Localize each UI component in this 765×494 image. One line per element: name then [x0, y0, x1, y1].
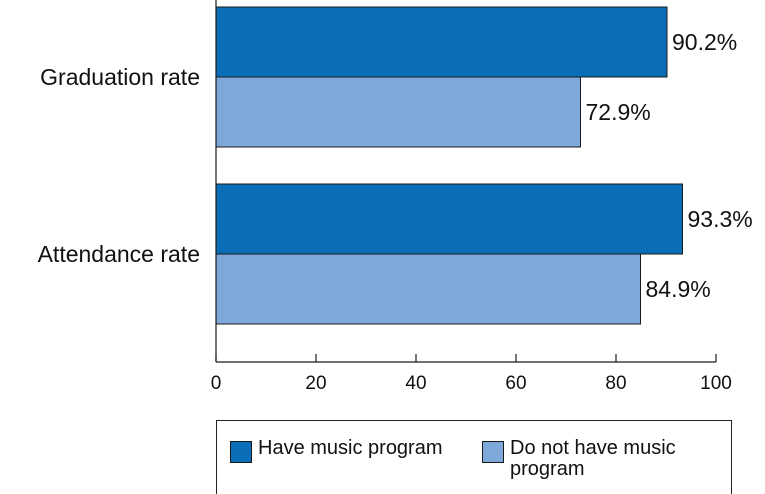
value-label: 72.9% [586, 99, 651, 125]
legend-swatch-have-music [230, 441, 252, 463]
bar-have-music-graduation [215, 6, 668, 78]
bar-no-music-attendance [215, 253, 641, 325]
x-tick-label: 100 [700, 373, 732, 394]
value-label: 84.9% [646, 276, 711, 302]
legend: Have music program Do not have music pro… [216, 420, 732, 494]
x-tick-label: 20 [305, 373, 326, 394]
x-tick-label: 80 [605, 373, 626, 394]
bar-no-music-graduation [215, 76, 581, 148]
category-labels-group: Graduation rate Attendance rate [38, 64, 200, 267]
value-labels-group: 90.2% 72.9% 93.3% 84.9% [586, 29, 753, 302]
value-label: 90.2% [672, 29, 737, 55]
category-label-graduation: Graduation rate [40, 64, 200, 90]
legend-label-have-music: Have music program [258, 437, 443, 459]
x-tick-label: 60 [505, 373, 526, 394]
x-tick-label: 40 [405, 373, 426, 394]
value-label: 93.3% [688, 206, 753, 232]
x-tick-label: 0 [211, 373, 222, 394]
category-label-attendance: Attendance rate [38, 241, 200, 267]
legend-item-no-music: Do not have music program [482, 438, 722, 480]
x-axis: 0 20 40 60 80 100 [211, 0, 732, 394]
legend-swatch-no-music [482, 441, 504, 463]
bar-have-music-attendance [215, 183, 683, 255]
legend-item-have-music: Have music program [230, 438, 443, 463]
legend-label-no-music: Do not have music program [510, 437, 676, 480]
bars-group [215, 6, 683, 325]
